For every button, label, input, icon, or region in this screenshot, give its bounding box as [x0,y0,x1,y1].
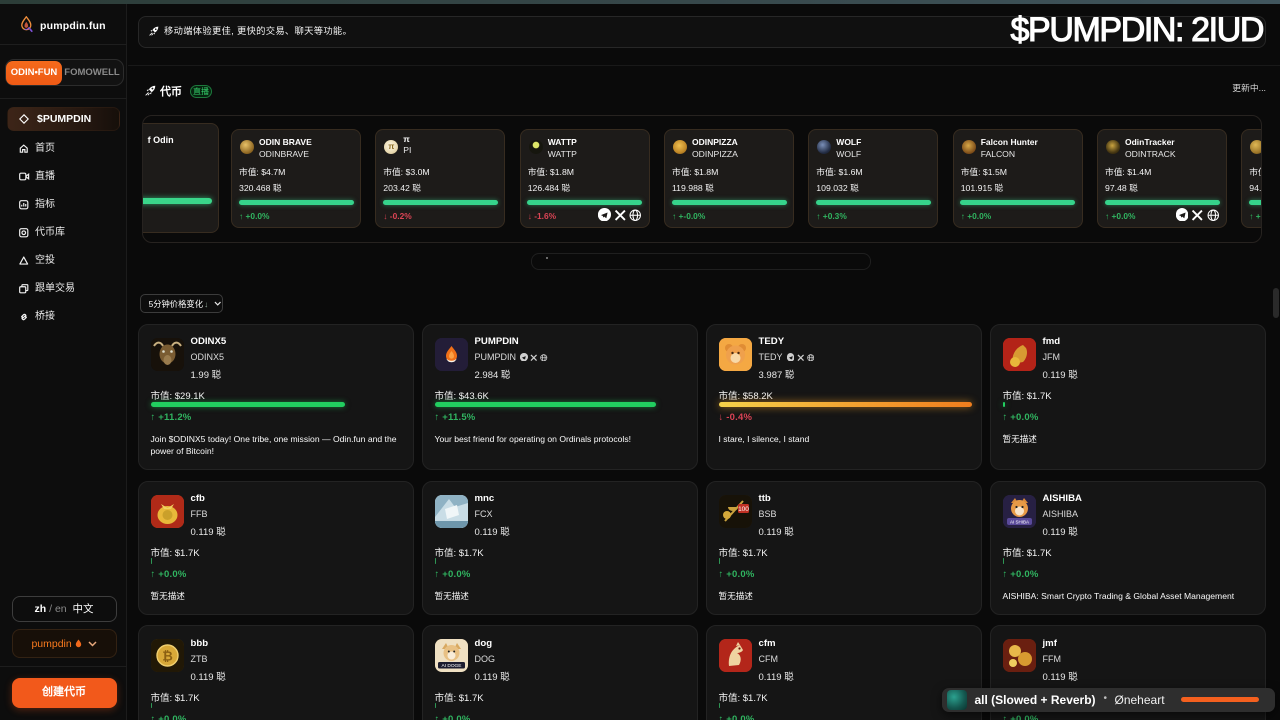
svg-text:100: 100 [738,506,749,513]
svg-text:AI SHIBA: AI SHIBA [1009,519,1028,524]
svg-text:AI DOGE: AI DOGE [441,663,461,669]
svg-text:₿: ₿ [162,649,173,664]
